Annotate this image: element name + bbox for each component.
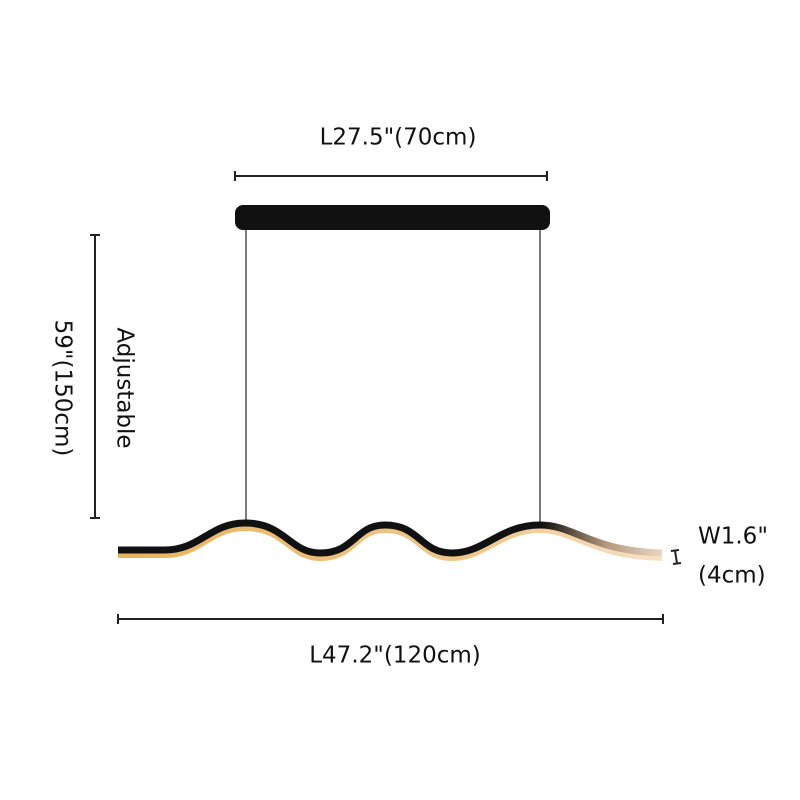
fixture-body <box>118 519 663 557</box>
fixture-length-label: L47.2"(120cm) <box>309 643 481 669</box>
light-strip <box>118 524 663 562</box>
drop-note: Adjustable <box>112 327 138 448</box>
canopy-length-label: L27.5"(70cm) <box>320 125 477 151</box>
width-label: W1.6" <box>698 524 768 550</box>
drop-length-label: 59"(150cm) <box>50 320 76 457</box>
canopy-dimension-line <box>234 171 548 181</box>
drop-dimension-line <box>90 234 100 519</box>
width-marker <box>670 549 682 565</box>
fixture-dimension-line <box>117 614 664 624</box>
canopy <box>235 205 550 230</box>
width-label-cm: (4cm) <box>698 563 766 589</box>
